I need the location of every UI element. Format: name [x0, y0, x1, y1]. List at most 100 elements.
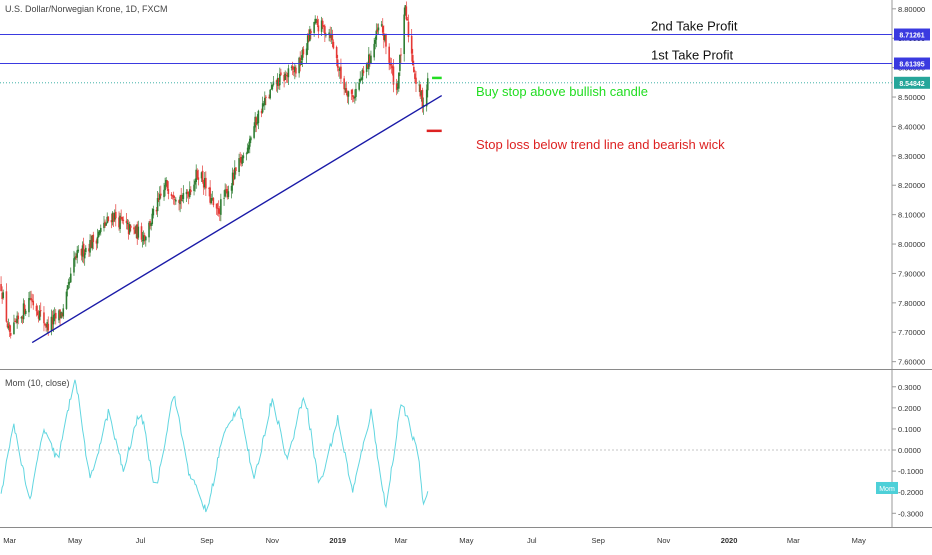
candle-body — [410, 35, 413, 54]
candle-body — [186, 191, 189, 194]
candle-body — [415, 77, 417, 84]
candle-body — [62, 308, 65, 317]
candle-body — [46, 322, 48, 328]
candle-body — [245, 153, 248, 155]
candle-body — [21, 316, 24, 319]
candle-body — [107, 216, 110, 221]
indicator-title: Mom (10, close) — [5, 378, 70, 388]
candle-body — [302, 49, 305, 55]
candle-body — [270, 88, 273, 90]
candle-body — [104, 221, 106, 227]
candle-body — [359, 78, 362, 82]
candle-body — [77, 249, 80, 252]
candle-body — [35, 305, 38, 312]
candle-body — [290, 66, 293, 68]
candle-body — [275, 80, 278, 85]
mom-badge-label: Mom — [879, 486, 895, 493]
candle-body — [407, 21, 410, 37]
x-tick-label: 2020 — [721, 536, 738, 545]
candle-body — [143, 235, 146, 240]
candle-body — [224, 189, 226, 197]
candle-body — [285, 75, 288, 77]
candle-body — [414, 73, 416, 79]
y-tick-label: 8.20000 — [898, 181, 925, 190]
candle-body — [121, 217, 124, 221]
candle-body — [315, 19, 318, 20]
candle-body — [337, 69, 340, 71]
candle-body — [317, 25, 320, 32]
candle-body — [421, 90, 424, 107]
candle-body — [111, 212, 114, 222]
mom-tick-label: 0.0000 — [898, 446, 921, 455]
candles — [0, 1, 429, 339]
candle-body — [122, 219, 125, 221]
candle-body — [247, 145, 250, 150]
candle-body — [309, 29, 311, 41]
candle-body — [148, 222, 150, 238]
x-tick-label: Mar — [3, 536, 16, 545]
candle-body — [163, 189, 165, 198]
candle-body — [283, 75, 285, 82]
candle-body — [190, 189, 192, 193]
x-tick-label: Mar — [787, 536, 800, 545]
candle-body — [347, 91, 350, 97]
candle-body — [67, 282, 70, 285]
candle-body — [196, 170, 199, 179]
candle-body — [346, 93, 349, 97]
candle-body — [377, 27, 380, 31]
candle-body — [208, 188, 210, 189]
candle-body — [256, 122, 259, 124]
y-tick-label: 8.00000 — [898, 240, 925, 249]
candle-body — [36, 311, 39, 316]
candle-body — [202, 181, 205, 188]
candle-body — [380, 24, 383, 26]
candle-body — [295, 67, 297, 74]
candle-body — [13, 322, 15, 335]
candle-body — [369, 55, 371, 63]
candle-body — [376, 29, 379, 32]
x-tick-label: 2019 — [329, 536, 346, 545]
candle-body — [97, 231, 100, 238]
candle-body — [277, 77, 280, 86]
candle-body — [145, 236, 147, 241]
candle-body — [200, 172, 203, 179]
y-tick-label: 7.80000 — [898, 299, 925, 308]
candle-body — [172, 195, 175, 198]
level-annotation: 1st Take Profit — [651, 48, 734, 63]
candle-body — [175, 199, 177, 202]
candle-body — [240, 157, 243, 163]
candle-body — [120, 216, 122, 219]
candle-body — [223, 197, 225, 199]
candle-body — [320, 20, 323, 32]
y-tick-label: 8.40000 — [898, 122, 925, 131]
candle-body — [307, 33, 310, 41]
candle-body — [276, 77, 279, 86]
candle-body — [419, 84, 422, 97]
candle-body — [262, 103, 265, 105]
mom-tick-label: 0.1000 — [898, 425, 921, 434]
candle-body — [268, 96, 270, 98]
candle-body — [14, 321, 16, 322]
candle-body — [299, 57, 301, 66]
candle-body — [405, 6, 408, 20]
candle-body — [119, 215, 121, 229]
candle-body — [254, 116, 256, 128]
candle-body — [269, 89, 271, 99]
candle-body — [350, 89, 353, 94]
candle-body — [156, 198, 159, 212]
level-price-badge — [894, 57, 930, 70]
candle-body — [99, 227, 102, 232]
candle-body — [135, 225, 137, 234]
candle-body — [343, 78, 345, 90]
momentum-line — [0, 379, 429, 513]
candle-body — [39, 310, 42, 312]
candle-body — [179, 196, 181, 205]
mom-tick-label: -0.2000 — [898, 488, 923, 497]
candle-body — [136, 224, 139, 239]
candle-body — [227, 191, 230, 197]
level-price-label: 8.54842 — [899, 81, 924, 88]
x-tick-label: May — [68, 536, 82, 545]
candle-body — [193, 184, 195, 192]
